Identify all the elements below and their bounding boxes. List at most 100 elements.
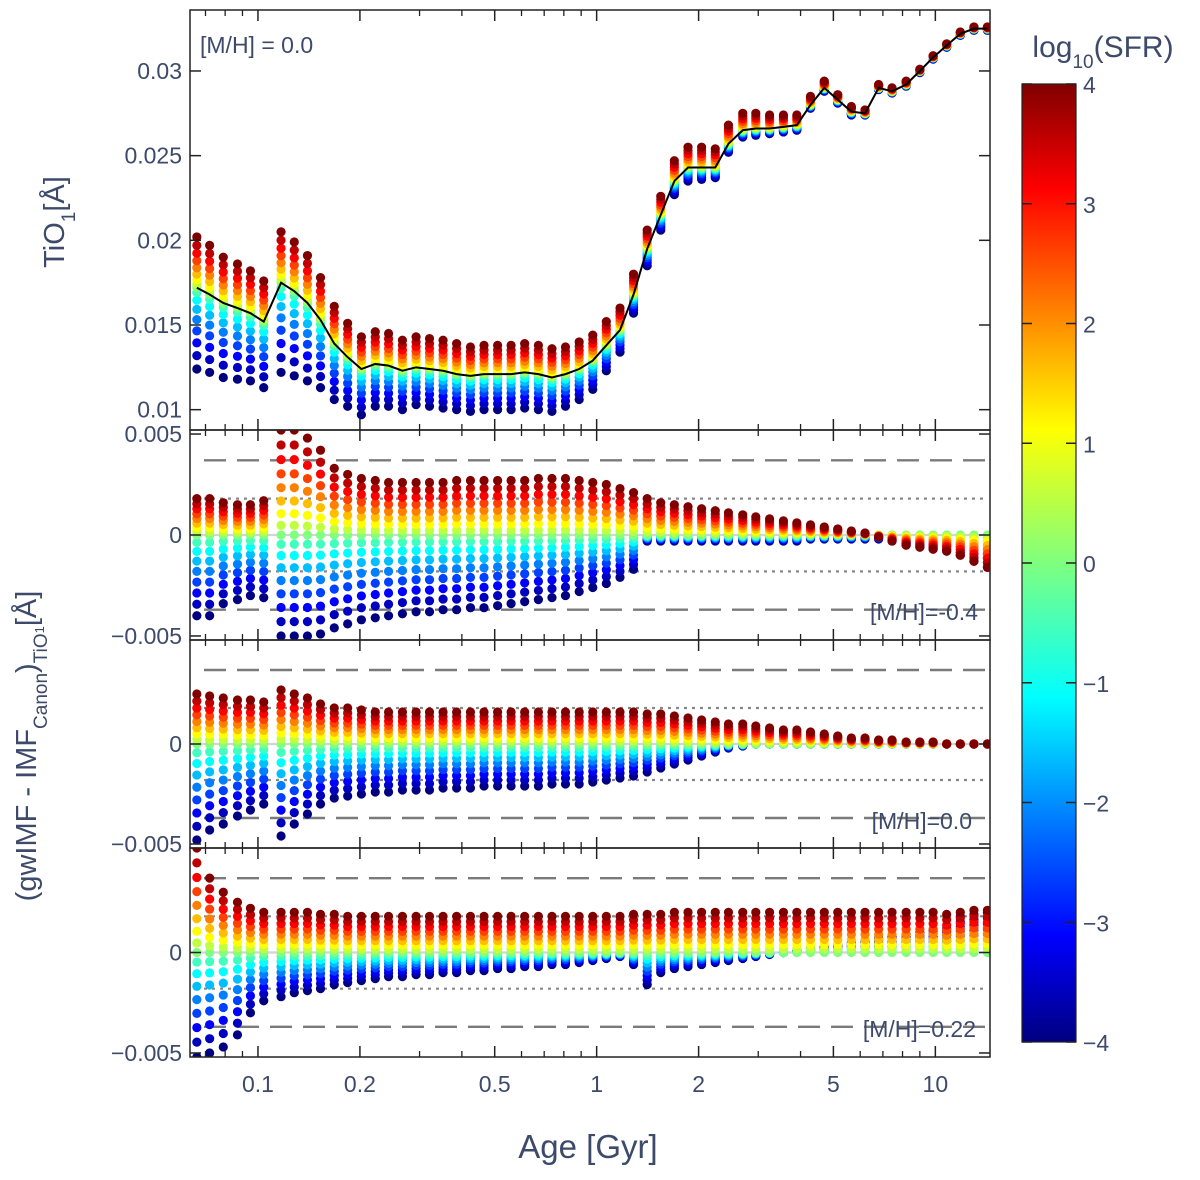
data-point bbox=[205, 599, 215, 609]
data-point bbox=[192, 1037, 202, 1047]
data-point bbox=[259, 276, 269, 286]
data-point bbox=[356, 705, 366, 715]
data-point bbox=[218, 693, 228, 703]
data-point bbox=[411, 492, 421, 502]
data-point bbox=[245, 279, 256, 290]
panel-diff-m04: −0.005 0 0.005 [M/H]=-0.4 bbox=[111, 421, 991, 649]
data-point bbox=[245, 983, 256, 993]
data-point bbox=[493, 340, 503, 350]
data-point bbox=[887, 536, 897, 546]
data-point bbox=[506, 579, 516, 589]
data-point bbox=[205, 932, 215, 943]
data-point bbox=[232, 754, 243, 764]
data-point bbox=[887, 735, 897, 745]
data-point bbox=[805, 520, 816, 530]
data-point bbox=[192, 537, 202, 547]
data-point bbox=[289, 267, 299, 277]
data-point bbox=[343, 619, 353, 629]
data-point bbox=[245, 967, 256, 977]
data-point bbox=[547, 481, 557, 492]
data-point bbox=[493, 581, 503, 591]
data-point bbox=[232, 543, 243, 553]
data-point bbox=[192, 256, 202, 266]
data-point bbox=[452, 545, 462, 555]
data-point bbox=[245, 273, 256, 283]
data-point bbox=[192, 748, 202, 758]
data-point bbox=[424, 564, 435, 575]
data-point bbox=[452, 594, 462, 604]
data-point bbox=[329, 482, 339, 492]
data-point bbox=[218, 360, 228, 370]
data-point bbox=[588, 477, 598, 488]
data-point bbox=[276, 818, 286, 828]
data-point bbox=[438, 506, 448, 516]
data-point bbox=[588, 582, 598, 593]
data-point bbox=[232, 771, 243, 782]
data-point bbox=[642, 494, 652, 504]
data-point bbox=[192, 808, 202, 818]
data-point bbox=[846, 907, 856, 917]
data-point bbox=[315, 286, 326, 296]
data-point bbox=[928, 907, 938, 917]
data-point bbox=[329, 538, 339, 549]
data-point bbox=[329, 368, 339, 378]
data-point bbox=[574, 519, 584, 529]
data-point bbox=[560, 557, 571, 567]
data-point bbox=[315, 751, 326, 761]
data-point bbox=[302, 473, 313, 484]
data-point bbox=[245, 960, 256, 970]
data-point bbox=[259, 550, 269, 560]
data-point bbox=[302, 499, 313, 509]
data-point bbox=[276, 769, 286, 779]
data-point bbox=[329, 463, 339, 473]
data-point bbox=[465, 563, 476, 573]
data-point bbox=[533, 481, 544, 492]
data-point bbox=[302, 486, 313, 496]
data-point bbox=[302, 550, 313, 561]
data-point bbox=[302, 780, 313, 790]
data-point bbox=[205, 263, 215, 274]
data-point bbox=[276, 469, 286, 479]
data-point bbox=[370, 787, 380, 797]
data-point bbox=[259, 751, 269, 761]
data-point bbox=[315, 272, 326, 283]
data-point bbox=[343, 503, 353, 513]
data-point bbox=[259, 372, 269, 382]
ticks-diff-022: −0.005 0 bbox=[111, 848, 990, 1066]
data-point bbox=[452, 707, 462, 717]
data-point bbox=[942, 546, 952, 556]
data-point bbox=[628, 707, 639, 717]
data-point bbox=[397, 576, 408, 586]
data-point bbox=[438, 513, 448, 523]
data-point bbox=[343, 911, 353, 921]
data-point bbox=[205, 556, 215, 566]
data-point bbox=[356, 518, 366, 529]
data-point bbox=[315, 588, 326, 598]
data-point bbox=[370, 780, 380, 790]
data-point bbox=[343, 378, 353, 388]
data-point bbox=[302, 258, 313, 268]
data-point bbox=[218, 280, 228, 290]
data-point bbox=[232, 559, 243, 569]
data-point bbox=[302, 589, 313, 599]
data-point bbox=[356, 481, 366, 492]
data-point bbox=[560, 550, 571, 560]
data-point bbox=[218, 796, 228, 807]
data-point bbox=[356, 525, 366, 535]
data-point bbox=[192, 248, 202, 258]
data-point bbox=[218, 887, 228, 897]
data-point bbox=[276, 685, 286, 695]
data-point bbox=[479, 475, 489, 486]
data-point bbox=[205, 756, 215, 767]
data-point bbox=[218, 978, 228, 988]
data-point bbox=[424, 499, 435, 510]
data-point bbox=[356, 547, 366, 557]
data-point bbox=[245, 376, 256, 386]
data-point bbox=[642, 225, 652, 235]
data-point bbox=[370, 537, 380, 548]
data-point bbox=[560, 342, 571, 352]
data-point bbox=[424, 492, 435, 502]
data-point bbox=[411, 607, 421, 617]
data-point bbox=[547, 489, 557, 499]
data-point bbox=[245, 565, 256, 575]
